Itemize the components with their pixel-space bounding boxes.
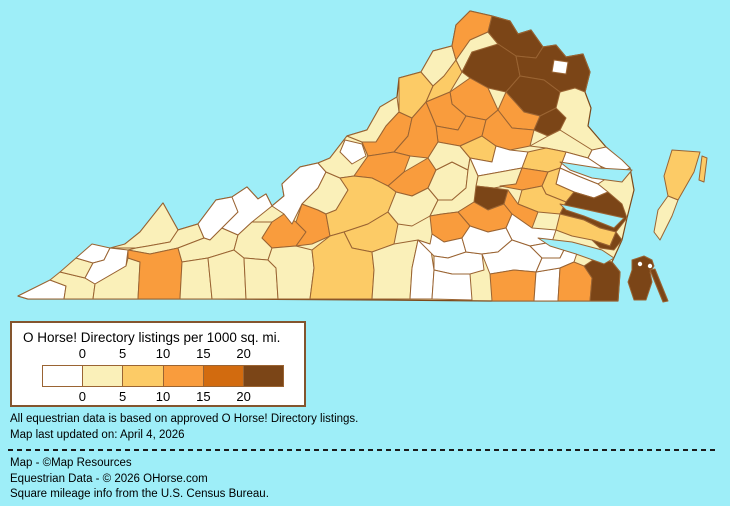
legend-ticks-top: 0 5 10 15 20 [42,346,284,361]
legend-swatch [42,365,84,387]
city-speck [637,261,643,267]
county-region [698,155,708,183]
credit-square-mileage: Square mileage info from the U.S. Census… [10,488,269,500]
note-data-source: All equestrian data is based on approved… [10,413,359,425]
legend-tick-label: 20 [236,389,251,404]
legend-tick-label: 0 [78,346,86,361]
county-region [663,149,701,201]
legend-tick-label: 15 [196,346,211,361]
county-region [339,139,367,165]
legend-tick-label: 5 [119,389,127,404]
county-region [179,257,213,300]
county-region [207,249,247,300]
dashed-divider [8,449,718,451]
legend-swatch [82,365,124,387]
note-last-updated: Map last updated on: April 4, 2026 [10,429,185,441]
legend-tick-label: 15 [196,389,211,404]
river-inlet [559,203,625,229]
county-region [535,245,579,273]
county-region [533,267,561,302]
legend-title: O Horse! Directory listings per 1000 sq.… [23,330,281,345]
legend-swatch [242,365,285,387]
city-speck [647,263,653,269]
river-inlet [559,161,633,183]
legend-ticks-bottom: 0 5 10 15 20 [42,389,284,404]
legend-swatch [202,365,244,387]
county-region [653,195,679,241]
county-region [627,255,655,301]
legend-tick-label: 20 [236,346,251,361]
legend-tick-label: 5 [119,346,127,361]
legend-swatch [162,365,204,387]
credit-map-source: Map - ©Map Resources [10,457,132,469]
legend-colorbar [42,365,285,387]
river-inlet [537,237,615,265]
virginia-choropleth-map [17,10,708,303]
county-region [551,59,569,75]
legend-box: O Horse! Directory listings per 1000 sq.… [10,321,306,407]
county-region [489,269,537,302]
legend-swatch [122,365,164,387]
county-region [109,202,179,249]
county-region [649,268,669,303]
legend-tick-label: 10 [155,389,171,404]
county-region [591,231,623,251]
county-region [84,247,129,285]
credit-equestrian-data: Equestrian Data - © 2026 OHorse.com [10,472,208,485]
legend-tick-label: 10 [155,346,171,361]
legend-tick-label: 0 [78,389,86,404]
county-region [431,269,473,301]
